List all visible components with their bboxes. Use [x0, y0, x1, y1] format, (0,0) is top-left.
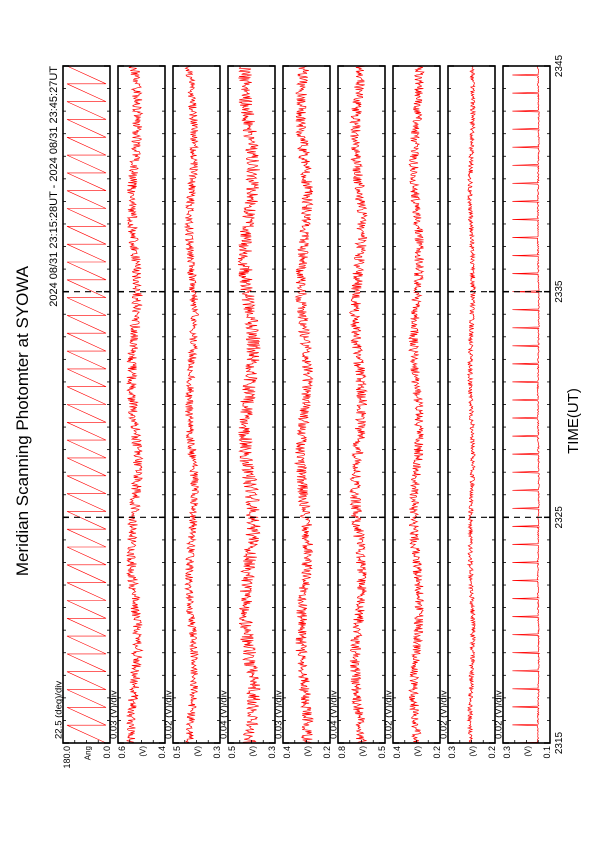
- x-tick-label: 2325: [554, 506, 565, 529]
- y-axis-label: (V): [139, 746, 148, 757]
- scale-label: 0.02 (V)/div: [164, 690, 175, 739]
- series-line-2: [126, 65, 144, 744]
- panel-frame-2: [117, 65, 166, 744]
- y-tick-label: 0.6: [117, 746, 127, 759]
- y-tick-label: 0.3: [212, 746, 222, 759]
- y-axis-label: (V): [359, 746, 368, 757]
- scale-label: 0.04 (V)/div: [219, 690, 230, 739]
- y-tick-label: 0.4: [392, 746, 402, 759]
- y-tick-label: 0.3: [502, 746, 512, 759]
- panel-2: 0.6 0.4 (V) 0.03 (V)/div: [109, 65, 167, 759]
- series-line-8: [466, 65, 477, 744]
- y-axis-label: (V): [304, 746, 313, 757]
- y-axis-label: (V): [524, 746, 533, 757]
- series-line-4: [237, 65, 261, 744]
- x-axis-label: TIME(UT): [565, 388, 582, 454]
- y-tick-label: 0.2: [432, 746, 442, 759]
- series-line-7: [408, 65, 425, 744]
- y-tick-label: 0.3: [267, 746, 277, 759]
- y-axis-label: (V): [194, 746, 203, 757]
- y-tick-label: 0.3: [447, 746, 457, 759]
- panel-frame-6: [337, 65, 386, 744]
- panel-1: 180.0 0.0 Ang 22.5 (deg)/div: [54, 65, 112, 769]
- panel-frame-3: [172, 65, 221, 744]
- y-axis-label: Ang: [84, 746, 93, 760]
- y-tick-label: 0.4: [282, 746, 292, 759]
- series-line-9: [512, 65, 541, 744]
- y-tick-label: 0.4: [157, 746, 167, 759]
- y-tick-label: 0.2: [487, 746, 497, 759]
- scale-label: 0.02 (V)/div: [439, 690, 450, 739]
- panel-3: 0.5 0.3 (V) 0.02 (V)/div: [164, 65, 222, 759]
- scale-label: 0.02 (V)/div: [494, 690, 505, 739]
- x-tick-label: 2315: [554, 731, 565, 754]
- y-tick-label: 0.5: [172, 746, 182, 759]
- panel-5: 0.4 0.2 (V) 0.03 (V)/div: [274, 65, 332, 759]
- y-axis-label: (V): [249, 746, 258, 757]
- series-line-5: [293, 65, 314, 744]
- y-tick-label: 180.0: [62, 746, 72, 769]
- y-tick-label: 0.5: [227, 746, 237, 759]
- y-tick-label: 0.1: [542, 746, 552, 759]
- panel-8: 0.3 0.2 (V) 0.02 (V)/div: [439, 65, 497, 759]
- panel-frame-9: [502, 65, 551, 744]
- scale-label: 0.03 (V)/div: [109, 690, 120, 739]
- y-tick-label: 0.2: [322, 746, 332, 759]
- y-tick-label: 0.0: [102, 746, 112, 759]
- scale-label: 22.5 (deg)/div: [54, 681, 65, 739]
- y-tick-label: 0.5: [377, 746, 387, 759]
- scale-label: 0.04 (V)/div: [329, 690, 340, 739]
- series-line-3: [183, 65, 200, 744]
- scale-label: 0.03 (V)/div: [274, 690, 285, 739]
- panel-9: 0.3 0.1 (V) 0.02 (V)/div: [494, 65, 552, 759]
- x-tick-label: 2345: [554, 54, 565, 77]
- chart-title: Meridian Scanning Photomter at SYOWA: [13, 265, 32, 576]
- panel-4: 0.5 0.3 (V) 0.04 (V)/div: [219, 65, 277, 759]
- time-range-label: 2024 08/31 23:15:28UT - 2024 08/31 23:45…: [48, 66, 60, 307]
- y-tick-label: 0.8: [337, 746, 347, 759]
- scale-label: 0.02 (V)/div: [384, 690, 395, 739]
- x-tick-label: 2335: [554, 280, 565, 303]
- series-line-1: [66, 65, 107, 744]
- panel-7: 0.4 0.2 (V) 0.02 (V)/div: [384, 65, 442, 759]
- panel-6: 0.8 0.5 (V) 0.04 (V)/div: [329, 65, 387, 759]
- y-axis-label: (V): [414, 746, 423, 757]
- series-line-6: [349, 65, 368, 744]
- y-axis-label: (V): [469, 746, 478, 757]
